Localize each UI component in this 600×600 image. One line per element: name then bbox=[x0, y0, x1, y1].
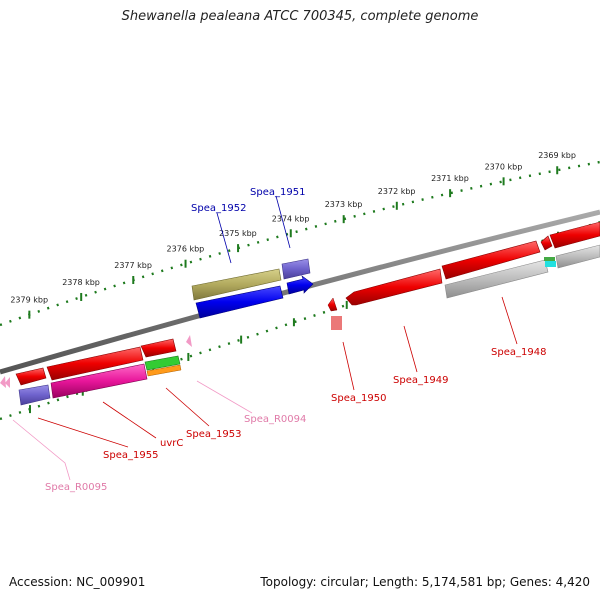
gene-1951-arrow bbox=[281, 258, 311, 280]
leader-1948 bbox=[501, 296, 518, 345]
leader-R0094 bbox=[196, 380, 253, 414]
gene-small-green-block bbox=[544, 257, 555, 261]
leader-uvrC bbox=[102, 401, 157, 439]
gene-gray-edge-arrow bbox=[555, 244, 600, 269]
gene-left-red-2 bbox=[46, 346, 144, 381]
gene-blue-small-arrow bbox=[286, 275, 314, 295]
scale-tick-label: 2372 kbp bbox=[378, 187, 416, 196]
scale-tick-label: 2373 kbp bbox=[325, 200, 363, 209]
label-spea-1949: Spea_1949 bbox=[393, 375, 448, 386]
gene-blue-large-arrow bbox=[195, 285, 284, 319]
forward-strand bbox=[191, 221, 600, 330]
gene-pink-arrow-b bbox=[5, 377, 10, 388]
gene-red-edge-arrow bbox=[549, 221, 600, 249]
feature-labels: Spea_1951 Spea_1952 Spea_1948 Spea_1949 … bbox=[45, 187, 546, 493]
gene-pink-arrow-a bbox=[0, 376, 6, 388]
label-spea-1948: Spea_1948 bbox=[491, 347, 546, 358]
scale-tick-label: 2370 kbp bbox=[485, 162, 523, 171]
gene-gray-arrow bbox=[444, 259, 549, 299]
gene-left-orange bbox=[146, 364, 182, 377]
leader-1955 bbox=[37, 417, 129, 448]
gene-1950-arrow bbox=[327, 297, 338, 312]
gene-left-slate bbox=[18, 384, 51, 406]
gene-left-magenta bbox=[50, 363, 148, 399]
label-spea-1952: Spea_1952 bbox=[191, 203, 246, 214]
scale-tick-label: 2379 kbp bbox=[10, 296, 48, 305]
gene-pink-arrow-c bbox=[186, 335, 192, 347]
leader-1953 bbox=[165, 387, 210, 427]
leader-1951 bbox=[275, 195, 291, 249]
gene-1948-arrow bbox=[441, 240, 541, 280]
label-spea-1950: Spea_1950 bbox=[331, 393, 386, 404]
label-spea-1953: Spea_1953 bbox=[186, 429, 241, 440]
label-spea-1955: Spea_1955 bbox=[103, 450, 158, 461]
gene-left-red-3 bbox=[140, 338, 177, 358]
scale-ruler: 2369 kbp 2370 kbp 2371 kbp 2372 kbp 2373 kbp… bbox=[0, 151, 600, 421]
leader-1950 bbox=[342, 341, 355, 391]
gene-small-cyan-block bbox=[545, 261, 556, 267]
leader-1949 bbox=[403, 325, 418, 373]
scale-tick-label: 2371 kbp bbox=[431, 174, 469, 183]
scale-tick-label: 2378 kbp bbox=[62, 278, 100, 287]
gene-1950-block bbox=[331, 316, 342, 330]
label-spea-r0095: Spea_R0095 bbox=[45, 482, 107, 493]
label-spea-1951: Spea_1951 bbox=[250, 187, 305, 198]
leader-lines bbox=[12, 195, 518, 481]
label-spea-r0094: Spea_R0094 bbox=[244, 414, 306, 425]
genome-summary-text: Topology: circular; Length: 5,174,581 bp… bbox=[260, 575, 590, 589]
map-title: Shewanella pealeana ATCC 700345, complet… bbox=[121, 9, 479, 24]
gene-red-small-arrow bbox=[540, 235, 553, 251]
scale-tick-label: 2375 kbp bbox=[219, 229, 257, 238]
gene-1949-arrow bbox=[345, 268, 443, 306]
gene-1952-arrow bbox=[191, 268, 282, 301]
accession-text: Accession: NC_009901 bbox=[9, 575, 146, 589]
scale-tick-label: 2369 kbp bbox=[538, 151, 576, 160]
gene-left-green bbox=[144, 355, 181, 371]
label-uvrC: uvrC bbox=[160, 438, 183, 449]
gene-left-red-1 bbox=[15, 367, 47, 386]
leader-1952 bbox=[216, 212, 232, 264]
scale-tick-label: 2377 kbp bbox=[114, 261, 152, 270]
scale-tick-label: 2376 kbp bbox=[167, 245, 205, 254]
left-cluster bbox=[0, 335, 192, 406]
scale-tick-label: 2374 kbp bbox=[272, 214, 310, 223]
leader-R0095 bbox=[12, 419, 71, 481]
